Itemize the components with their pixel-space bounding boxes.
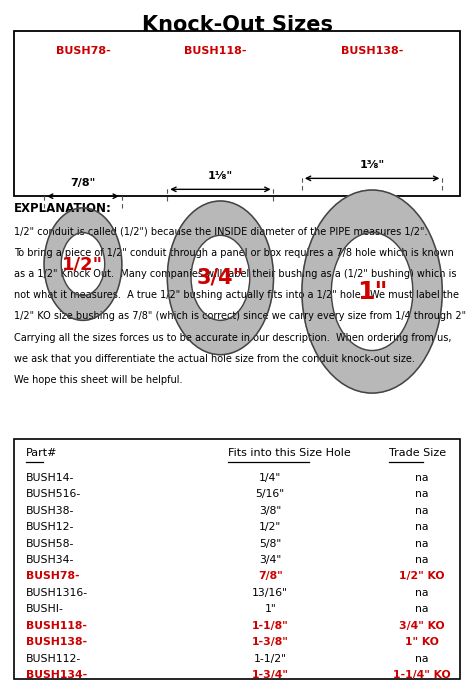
Bar — [14, 31, 460, 196]
Circle shape — [302, 190, 442, 393]
Text: Part#: Part# — [26, 448, 57, 458]
Text: BUSH58-: BUSH58- — [26, 539, 74, 549]
Text: 1": 1" — [264, 604, 276, 615]
Circle shape — [191, 235, 250, 320]
Text: na: na — [415, 654, 428, 664]
Text: BUSH34-: BUSH34- — [26, 555, 74, 565]
Text: as a 1/2" Knock Out.  Many companies will label their bushing as a (1/2" bushing: as a 1/2" Knock Out. Many companies will… — [14, 269, 457, 279]
Text: 1/2" KO size bushing as 7/8" (which is correct) since we carry every size from 1: 1/2" KO size bushing as 7/8" (which is c… — [14, 311, 466, 322]
Text: 1¹⁄₈": 1¹⁄₈" — [208, 171, 233, 181]
Text: Trade Size: Trade Size — [389, 448, 446, 458]
Circle shape — [61, 233, 105, 296]
Text: 7/8": 7/8" — [70, 178, 96, 188]
Text: 1/4": 1/4" — [259, 473, 281, 483]
Text: Fits into this Size Hole: Fits into this Size Hole — [228, 448, 350, 458]
Text: BUSH14-: BUSH14- — [26, 473, 74, 483]
Text: 1³⁄₈": 1³⁄₈" — [359, 160, 385, 170]
Text: 1/2": 1/2" — [259, 522, 281, 532]
Text: 1" KO: 1" KO — [405, 637, 439, 648]
Text: 5/16": 5/16" — [255, 489, 285, 499]
Text: Carrying all the sizes forces us to be accurate in our description.  When orderi: Carrying all the sizes forces us to be a… — [14, 333, 452, 343]
Text: Knock-Out Sizes: Knock-Out Sizes — [142, 15, 332, 35]
Text: We hope this sheet will be helpful.: We hope this sheet will be helpful. — [14, 375, 182, 386]
Text: BUSH1316-: BUSH1316- — [26, 588, 88, 598]
Circle shape — [167, 201, 273, 355]
Text: 1": 1" — [357, 280, 387, 303]
Text: na: na — [415, 489, 428, 499]
Text: na: na — [415, 473, 428, 483]
Text: BUSH138-: BUSH138- — [341, 47, 403, 56]
Text: 7/8": 7/8" — [258, 571, 283, 582]
Text: BUSH118-: BUSH118- — [26, 621, 87, 631]
Text: 3/4": 3/4" — [259, 555, 281, 565]
Text: BUSH78-: BUSH78- — [26, 571, 80, 582]
Text: 1-1/4" KO: 1-1/4" KO — [393, 670, 451, 681]
Text: 1/2" KO: 1/2" KO — [399, 571, 445, 582]
Text: 13/16": 13/16" — [252, 588, 288, 598]
Text: BUSHI-: BUSHI- — [26, 604, 64, 615]
Text: 1/2": 1/2" — [63, 255, 103, 273]
Text: na: na — [415, 555, 428, 565]
Text: 3/4" KO: 3/4" KO — [399, 621, 445, 631]
Text: 1-1/2": 1-1/2" — [254, 654, 287, 664]
Text: na: na — [415, 539, 428, 549]
Text: 1/2" conduit is called (1/2") because the INSIDE diameter of the PIPE measures 1: 1/2" conduit is called (1/2") because th… — [14, 226, 428, 237]
Text: BUSH118-: BUSH118- — [184, 47, 247, 56]
Text: BUSH516-: BUSH516- — [26, 489, 82, 499]
Text: 1-1/8": 1-1/8" — [252, 621, 289, 631]
Text: 1-3/4": 1-3/4" — [252, 670, 289, 681]
Text: 3/8": 3/8" — [259, 506, 281, 516]
Text: not what it measures.  A true 1/2" bushing actually fits into a 1/2" hole.  We m: not what it measures. A true 1/2" bushin… — [14, 290, 459, 300]
Text: BUSH138-: BUSH138- — [26, 637, 87, 648]
Text: BUSH38-: BUSH38- — [26, 506, 74, 516]
Text: 3/4": 3/4" — [197, 268, 244, 288]
Text: BUSH78-: BUSH78- — [55, 47, 110, 56]
Text: na: na — [415, 506, 428, 516]
Text: na: na — [415, 588, 428, 598]
Circle shape — [331, 233, 413, 351]
Text: na: na — [415, 604, 428, 615]
Bar — [14, 439, 460, 679]
Text: 1-3/8": 1-3/8" — [252, 637, 289, 648]
Text: BUSH112-: BUSH112- — [26, 654, 82, 664]
Text: BUSH12-: BUSH12- — [26, 522, 74, 532]
Text: EXPLANATION:: EXPLANATION: — [14, 202, 112, 215]
Text: 5/8": 5/8" — [259, 539, 281, 549]
Text: BUSH134-: BUSH134- — [26, 670, 87, 681]
Circle shape — [44, 208, 122, 320]
Text: na: na — [415, 522, 428, 532]
Text: To bring a piece of 1/2" conduit through a panel or box requires a 7/8 hole whic: To bring a piece of 1/2" conduit through… — [14, 248, 454, 258]
Text: we ask that you differentiate the actual hole size from the conduit knock-out si: we ask that you differentiate the actual… — [14, 354, 415, 364]
